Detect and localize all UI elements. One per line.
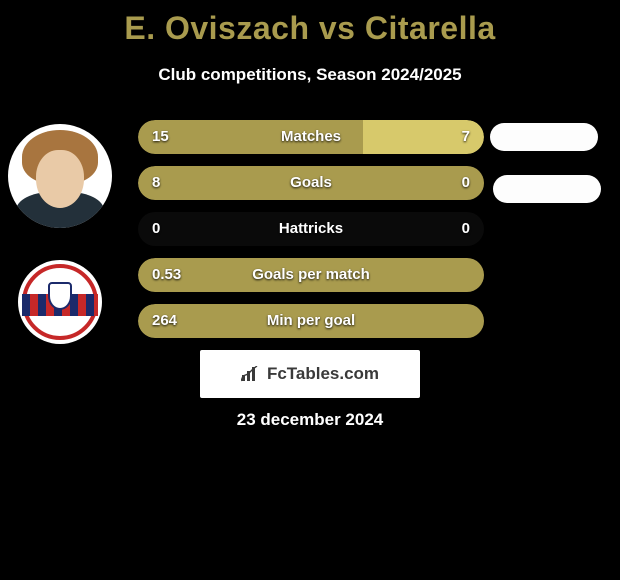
stat-label: Hattricks [138,212,484,246]
stat-label: Min per goal [138,304,484,338]
stat-value-right: 0 [462,166,470,200]
pill-indicator [490,123,598,151]
stat-label: Goals per match [138,258,484,292]
stat-value-right: 0 [462,212,470,246]
stat-label: Goals [138,166,484,200]
source-badge-text: FcTables.com [267,364,379,384]
subtitle: Club competitions, Season 2024/2025 [0,65,620,85]
stat-row: 0Hattricks0 [138,212,484,246]
stat-row: 264Min per goal [138,304,484,338]
date-text: 23 december 2024 [0,410,620,430]
bar-chart-icon [241,366,261,382]
player-left-avatar [8,124,112,228]
page-title: E. Oviszach vs Citarella [0,0,620,47]
stat-label: Matches [138,120,484,154]
pill-indicator [493,175,601,203]
player-right-crest [18,260,102,344]
stat-row: 15Matches7 [138,120,484,154]
comparison-card: E. Oviszach vs Citarella Club competitio… [0,0,620,580]
source-badge: FcTables.com [200,350,420,398]
stat-rows: 15Matches78Goals00Hattricks00.53Goals pe… [138,120,484,350]
stat-value-right: 7 [462,120,470,154]
stat-row: 0.53Goals per match [138,258,484,292]
stat-row: 8Goals0 [138,166,484,200]
